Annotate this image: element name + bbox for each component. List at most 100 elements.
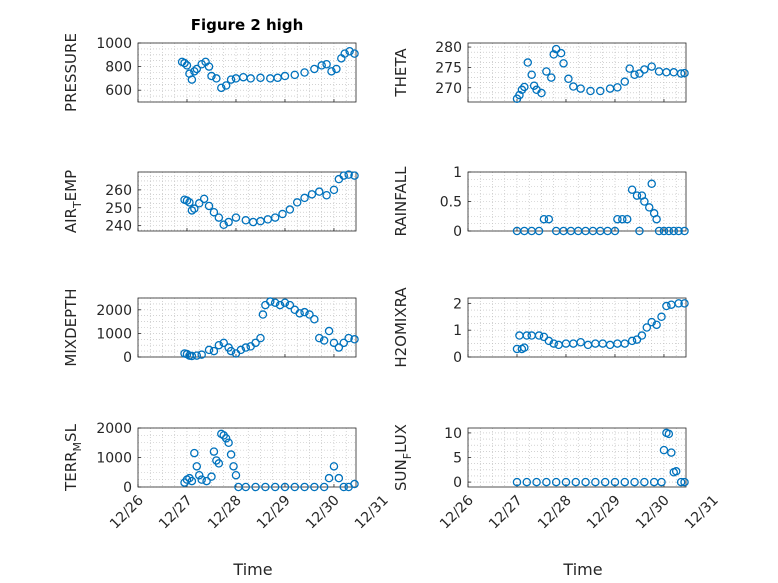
y-tick-label: 270	[435, 81, 462, 97]
data-point	[571, 477, 581, 487]
data-point	[647, 62, 656, 71]
data-point	[591, 477, 600, 487]
data-point	[544, 214, 554, 224]
data-point	[549, 339, 558, 348]
y-tick-label: 0	[453, 224, 462, 240]
data-point	[217, 83, 226, 93]
data-point	[317, 61, 326, 70]
x-tick-label: 12/31	[352, 493, 392, 533]
data-point	[671, 467, 681, 476]
data-point	[515, 90, 524, 100]
data-point	[637, 331, 647, 340]
data-point	[520, 82, 529, 92]
data-point	[523, 58, 533, 67]
data-point	[534, 331, 544, 340]
data-point	[610, 226, 620, 236]
data-point	[280, 71, 290, 81]
data-point	[329, 185, 339, 195]
subplot-sun	[467, 427, 687, 488]
data-point	[194, 199, 204, 208]
data-point	[569, 82, 578, 91]
subplot-h2omixra	[467, 297, 687, 358]
data-point	[241, 343, 251, 352]
data-point	[667, 300, 676, 309]
data-point	[537, 88, 546, 98]
data-point	[197, 475, 206, 484]
x-tick-label: 12/29	[254, 493, 294, 533]
data-point	[659, 226, 669, 236]
data-point	[204, 62, 214, 71]
data-point	[522, 477, 532, 487]
data-point	[226, 450, 236, 459]
y-tick-label: 0	[123, 480, 132, 496]
data-point	[635, 69, 644, 78]
y-axis-label: TERRMSL	[62, 423, 84, 492]
data-point	[256, 333, 265, 343]
y-tick-label: 800	[105, 60, 132, 76]
data-point	[632, 335, 642, 344]
data-point	[300, 482, 309, 492]
data-point	[576, 84, 585, 93]
subplot-terr	[137, 427, 357, 488]
subplot-theta	[467, 42, 687, 103]
y-tick-label: 0.5	[440, 195, 462, 211]
data-point	[324, 326, 334, 336]
y-axis-label: SUNFLUX	[392, 424, 414, 491]
data-point	[204, 201, 214, 211]
data-point	[300, 68, 309, 77]
data-point	[332, 64, 341, 74]
data-point	[221, 81, 231, 90]
data-point	[642, 323, 652, 332]
data-point	[610, 477, 620, 487]
y-tick-label: 260	[105, 183, 132, 199]
x-tick-label: 12/31	[682, 493, 722, 533]
data-point	[300, 307, 309, 317]
data-point	[657, 312, 666, 322]
data-point	[542, 67, 551, 76]
data-point	[635, 226, 644, 236]
data-point	[664, 226, 674, 236]
data-point	[197, 350, 206, 359]
data-point	[680, 68, 689, 78]
y-tick-label: 0	[453, 475, 462, 491]
data-point	[657, 477, 666, 487]
x-tick-label: 12/27	[156, 493, 196, 533]
data-point	[224, 438, 233, 447]
data-point	[285, 300, 295, 310]
data-point	[192, 351, 202, 360]
data-point	[554, 340, 563, 350]
data-point	[556, 48, 566, 58]
y-axis-label: THETA	[392, 48, 410, 98]
data-point	[647, 317, 656, 327]
data-point	[185, 198, 194, 207]
x-tick-label: 12/29	[584, 493, 624, 533]
data-point	[219, 338, 228, 348]
data-point	[239, 72, 248, 82]
data-point	[199, 194, 209, 204]
data-point	[647, 179, 656, 189]
data-point	[662, 301, 671, 311]
data-point	[236, 345, 246, 355]
data-point	[187, 206, 197, 215]
data-point	[319, 336, 329, 345]
data-point	[241, 482, 251, 492]
data-point	[620, 339, 630, 348]
data-point	[596, 86, 605, 96]
data-point	[327, 67, 336, 76]
data-point	[640, 65, 649, 74]
x-tick-label: 12/28	[535, 493, 575, 533]
data-point	[207, 472, 216, 481]
data-point	[315, 333, 324, 343]
data-point	[583, 340, 593, 350]
data-point	[329, 462, 339, 471]
y-axis-label: RAINFALL	[392, 166, 410, 237]
data-point	[674, 299, 683, 308]
data-point	[527, 331, 536, 340]
data-point	[231, 74, 241, 83]
data-point	[307, 190, 317, 199]
data-point	[278, 209, 287, 219]
data-point	[532, 477, 541, 487]
data-point	[630, 70, 639, 79]
x-axis-label: Time	[232, 560, 272, 579]
data-point	[251, 338, 260, 348]
